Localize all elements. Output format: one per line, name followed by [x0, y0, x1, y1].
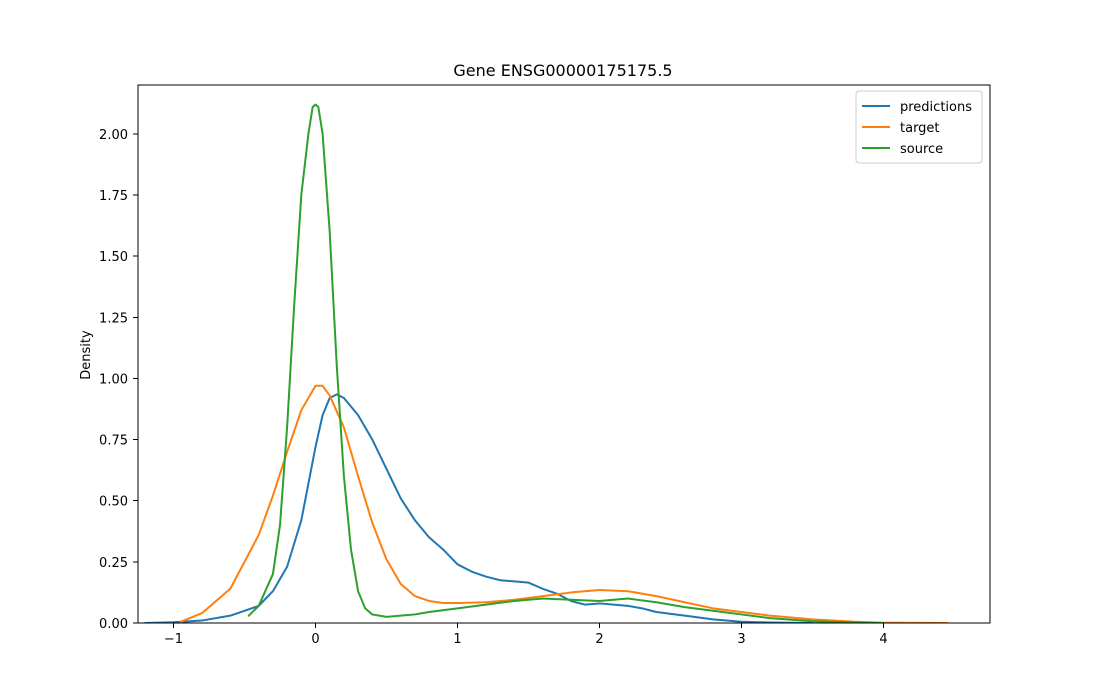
y-tick-label: 0.75: [99, 434, 128, 449]
chart-title: Gene ENSG00000175175.5: [453, 61, 672, 80]
x-tick-label: 4: [879, 632, 887, 647]
legend-box: [855, 90, 983, 164]
plot-frame: [137, 84, 991, 624]
y-tick-label: 1.50: [99, 250, 128, 265]
plot-area: [137, 84, 991, 624]
legend-label-target: target: [900, 121, 940, 136]
y-tick-label: 0.25: [99, 556, 128, 571]
series-line-source: [247, 103, 885, 623]
y-tick-label: 1.75: [99, 189, 128, 204]
series-line-target: [179, 384, 949, 623]
y-tick-label: 0.00: [99, 617, 128, 632]
x-tick-label: −1: [164, 632, 183, 647]
x-tick-label: 0: [311, 632, 319, 647]
legend[interactable]: predictions target source: [855, 90, 983, 164]
y-axis: 0.00 0.25 0.50 0.75 1.00 1.25 1.50 1.75 2.00: [99, 128, 138, 632]
y-axis-label: Density: [79, 330, 94, 380]
series-group: [144, 103, 949, 623]
x-axis: −1 0 1 2 3 4: [164, 623, 888, 647]
x-tick-label: 2: [595, 632, 603, 647]
series-line-predictions: [144, 393, 814, 623]
y-tick-label: 0.50: [99, 495, 128, 510]
x-tick-label: 1: [453, 632, 461, 647]
y-tick-label: 2.00: [99, 128, 128, 143]
x-tick-label: 3: [737, 632, 745, 647]
y-tick-label: 1.00: [99, 372, 128, 387]
legend-label-predictions: predictions: [900, 100, 972, 115]
y-tick-label: 1.25: [99, 311, 128, 326]
legend-label-source: source: [900, 142, 943, 157]
